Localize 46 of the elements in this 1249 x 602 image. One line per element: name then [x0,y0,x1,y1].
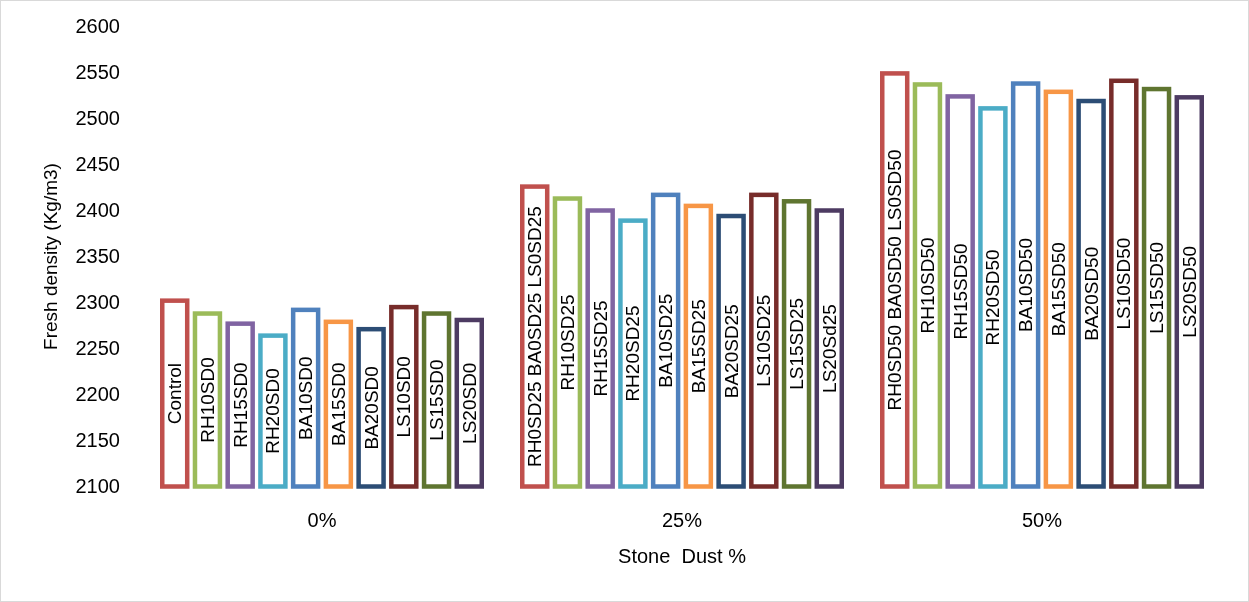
data-label: BA20SD25 [720,304,742,399]
data-label: RH15SD25 [589,300,611,397]
data-label: LS15SD50 [1146,241,1168,334]
data-label: RH20SD25 [622,305,644,402]
data-label: LS15SD25 [786,297,808,390]
x-tick-label: 0% [307,508,337,531]
data-label: RH10SD50 [916,237,938,334]
data-label: LS20Sd25 [818,304,840,393]
data-label: RH10SD0 [196,357,218,443]
y-tick-label: 2500 [75,107,120,130]
data-label: BA20SD0 [360,366,382,450]
data-label: RH15SD50 [949,243,971,340]
data-label: BA15SD0 [327,362,349,446]
data-label: BA10SD50 [1015,238,1037,333]
y-tick-label: 2100 [75,475,120,498]
data-label: RH0SD25 BA0SD25 LS0SD25 [524,206,546,467]
data-label: RH20SD0 [262,368,284,454]
data-label: Control [164,362,186,425]
data-label: RH20SD50 [982,249,1004,346]
y-tick-label: 2150 [75,429,120,452]
y-tick-label: 2250 [75,337,120,360]
data-label: LS20SD0 [458,362,480,444]
x-tick-label: 50% [1021,508,1063,531]
data-label: RH0SD50 BA0SD50 LS0SD50 [884,149,906,411]
data-label: BA10SD0 [295,356,317,440]
data-label: LS20SD50 [1178,245,1200,338]
y-tick-label: 2600 [75,15,120,38]
data-label: BA15SD25 [687,299,709,394]
data-label: LS10SD50 [1113,237,1135,330]
data-label: BA20SD50 [1080,246,1102,341]
data-label: BA10SD25 [655,293,677,388]
y-axis-title: Fresh density (Kg/m3) [39,163,61,350]
data-label: BA15SD50 [1047,242,1069,337]
data-label: RH15SD0 [229,362,251,448]
y-tick-label: 2400 [75,199,120,222]
x-tick-label: 25% [661,508,703,531]
y-tick-label: 2450 [75,153,120,176]
y-tick-label: 2200 [75,383,120,406]
data-label: LS15SD0 [426,359,448,441]
y-tick-label: 2300 [75,291,120,314]
data-label: LS10SD0 [393,356,415,438]
y-tick-label: 2350 [75,245,120,268]
data-label: RH10SD25 [556,294,578,391]
y-tick-label: 2550 [75,61,120,84]
x-axis-title: Stone Dust % [618,545,747,567]
data-label: LS10SD25 [753,294,775,387]
